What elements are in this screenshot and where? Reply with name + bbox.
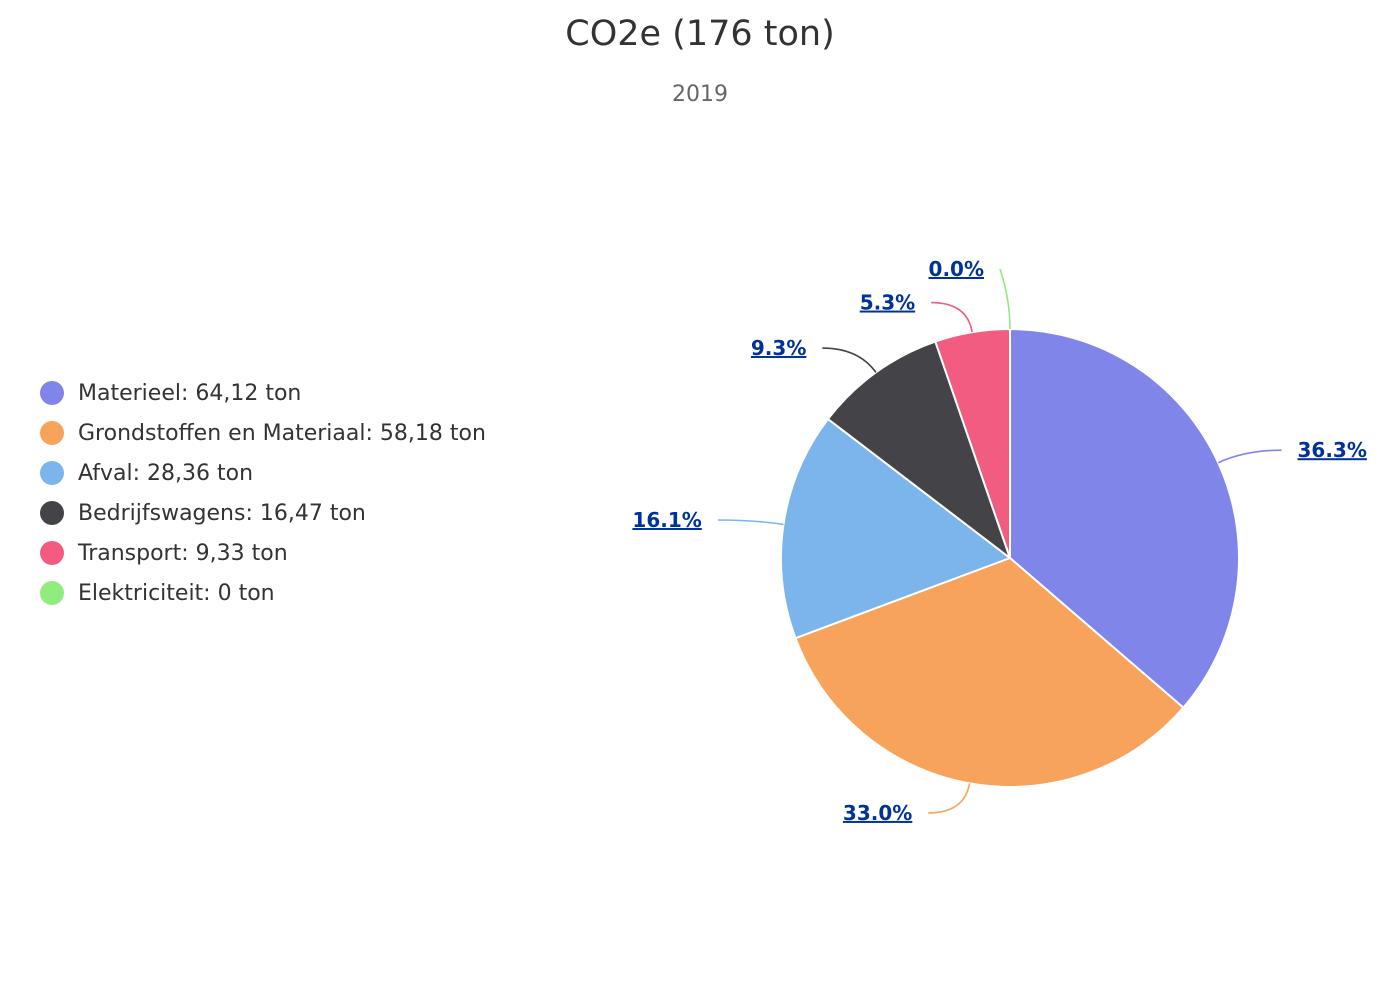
legend-marker xyxy=(40,581,64,605)
chart-legend: Materieel: 64,12 ton Grondstoffen en Mate… xyxy=(40,373,486,613)
legend-marker xyxy=(40,541,64,565)
legend-item-materieel[interactable]: Materieel: 64,12 ton xyxy=(40,373,486,413)
data-label-grondstoffen-en-materiaal[interactable]: 33.0% xyxy=(843,801,912,825)
label-connector-grondstoffen-en-materiaal xyxy=(928,783,971,814)
legend-label: Afval: 28,36 ton xyxy=(78,460,254,486)
pie-slice-afval[interactable] xyxy=(780,418,1011,640)
data-label-bedrijfswagens[interactable]: 9.3% xyxy=(751,336,806,360)
chart-title: CO2e (176 ton) xyxy=(565,14,835,54)
label-connector-elektriciteit xyxy=(999,268,1011,330)
legend-item-elektriciteit[interactable]: Elektriciteit: 0 ton xyxy=(40,573,486,613)
label-connector-transport xyxy=(931,301,973,333)
legend-marker xyxy=(40,421,64,445)
label-connector-afval xyxy=(717,519,784,526)
legend-item-afval[interactable]: Afval: 28,36 ton xyxy=(40,453,486,493)
data-label-elektriciteit[interactable]: 0.0% xyxy=(929,257,984,281)
legend-item-grondstoffen-en-materiaal[interactable]: Grondstoffen en Materiaal: 58,18 ton xyxy=(40,413,486,453)
legend-label: Bedrijfswagens: 16,47 ton xyxy=(78,500,366,526)
legend-label: Transport: 9,33 ton xyxy=(78,540,288,566)
labels-layer: 36.3% 33.0% 16.1% 9.3% 5.3% 0.0% xyxy=(632,257,1366,825)
data-label-afval[interactable]: 16.1% xyxy=(632,508,701,532)
legend-label: Elektriciteit: 0 ton xyxy=(78,580,275,606)
pie-slice-materieel[interactable] xyxy=(1009,328,1240,709)
legend-marker xyxy=(40,501,64,525)
legend-label: Grondstoffen en Materiaal: 58,18 ton xyxy=(78,420,486,446)
label-connector-bedrijfswagens xyxy=(822,347,877,373)
data-label-materieel[interactable]: 36.3% xyxy=(1298,438,1367,462)
chart-subtitle: 2019 xyxy=(672,82,728,107)
pie-slice-bedrijfswagens[interactable] xyxy=(826,340,1011,559)
legend-item-transport[interactable]: Transport: 9,33 ton xyxy=(40,533,486,573)
legend-label: Materieel: 64,12 ton xyxy=(78,380,302,406)
data-label-transport[interactable]: 5.3% xyxy=(860,291,915,315)
legend-item-bedrijfswagens[interactable]: Bedrijfswagens: 16,47 ton xyxy=(40,493,486,533)
label-connector-materieel xyxy=(1217,449,1282,464)
legend-marker xyxy=(40,461,64,485)
slices-layer xyxy=(780,328,1240,788)
connectors-layer xyxy=(717,268,1282,814)
legend-marker xyxy=(40,381,64,405)
